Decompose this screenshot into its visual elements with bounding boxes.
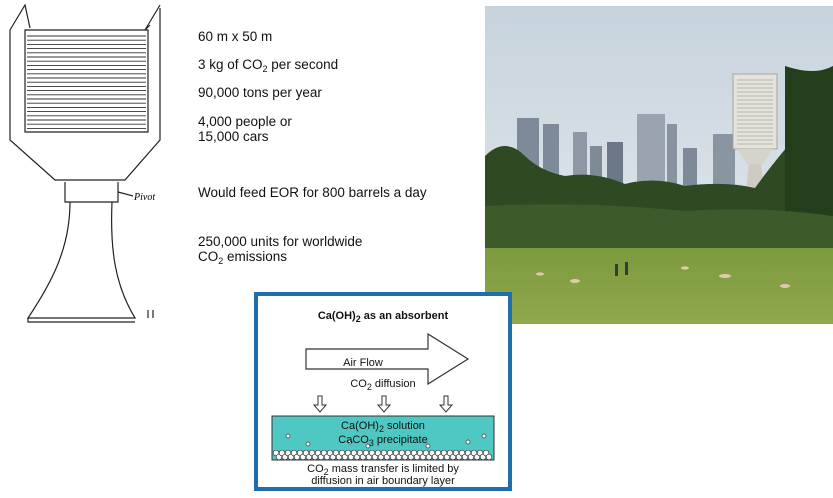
air-flow-label: Air Flow bbox=[343, 357, 383, 369]
diffusion-arrow-3 bbox=[438, 395, 454, 413]
diffusion-arrow-2 bbox=[376, 395, 392, 413]
fact-rate: 3 kg of CO2 per second bbox=[198, 57, 339, 74]
photo-tower bbox=[732, 73, 778, 191]
precipitate-label: CaCO3 precipitate bbox=[338, 434, 428, 448]
tower-sketch-drawing: Pivot bbox=[9, 3, 161, 323]
pivot-label: Pivot bbox=[133, 192, 155, 203]
fact-eor: Would feed EOR for 800 barrels a day bbox=[198, 185, 427, 200]
fact-units-line1: 250,000 units for worldwide bbox=[198, 234, 363, 249]
diffusion-arrow-1 bbox=[312, 395, 328, 413]
air-flow-arrow bbox=[305, 332, 470, 386]
diagram-graphics bbox=[271, 332, 495, 461]
fact-equivalent-line2: 15,000 cars bbox=[198, 129, 269, 144]
diagram-title: Ca(OH)2 as an absorbent bbox=[317, 310, 449, 324]
park-skyline-photo bbox=[485, 6, 833, 324]
fact-dimensions: 60 m x 50 m bbox=[198, 29, 273, 44]
diffusion-label: CO2 diffusion bbox=[350, 378, 416, 392]
fact-equivalent-line1: 4,000 people or bbox=[198, 114, 292, 129]
solution-label: Ca(OH)2 solution bbox=[341, 420, 425, 434]
photo-scene bbox=[485, 6, 833, 324]
diagram-caption-line2: diffusion in air boundary layer bbox=[311, 475, 455, 487]
fact-units-line2: CO2 emissions bbox=[198, 249, 288, 266]
diagram-caption-line1: CO2 mass transfer is limited by bbox=[307, 463, 459, 477]
fact-per-year: 90,000 tons per year bbox=[198, 85, 322, 100]
absorbent-diagram: Ca(OH)2 as an absorbent Air Flow CO2 dif… bbox=[254, 292, 512, 491]
